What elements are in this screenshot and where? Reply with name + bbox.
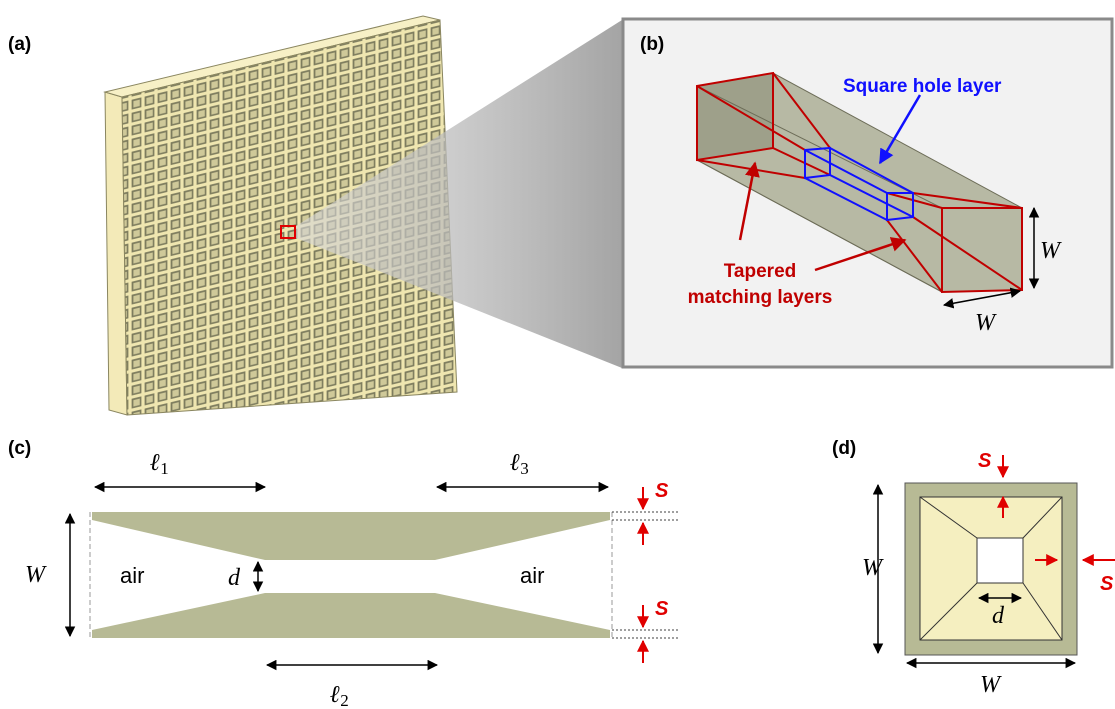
dimension-label: W [1040, 238, 1062, 264]
shape [942, 287, 1022, 309]
dimension-label: ℓ3 [510, 447, 529, 478]
panel-label: (c) [8, 438, 31, 459]
dimension-label: W [975, 310, 997, 336]
shape [696, 72, 774, 161]
shape [738, 161, 760, 241]
panel-c: (c) ℓ1 ℓ3 ℓ2 W d air air S S [8, 438, 680, 709]
shape [280, 225, 296, 239]
shape [64, 481, 610, 671]
shape [612, 511, 680, 639]
dimension-label: W [862, 555, 884, 581]
shape [89, 512, 613, 638]
dimension-label: W [25, 562, 47, 588]
panel-label: (d) [832, 438, 856, 459]
dimension-label: S [1100, 573, 1114, 595]
dimension-label: W [980, 672, 1002, 698]
panel-d: (d) W W d S S [832, 438, 1115, 698]
dimension-label: S [655, 480, 669, 502]
shape [878, 94, 922, 165]
shape [919, 496, 1063, 641]
text-part: ℓ [330, 679, 340, 708]
shape [92, 512, 610, 560]
shape [976, 537, 1024, 584]
region-label: air [120, 563, 144, 588]
dimension-label: S [978, 450, 992, 472]
shape [814, 237, 907, 272]
dimension-label: d [992, 603, 1005, 629]
dimension-label: ℓ2 [330, 679, 349, 709]
text-part: 2 [340, 691, 349, 709]
shape [804, 146, 914, 222]
panel-label: (b) [640, 34, 664, 55]
dimension-label: ℓ1 [150, 447, 169, 478]
shape [121, 19, 458, 416]
shape [997, 455, 1115, 566]
text-part: 1 [160, 459, 169, 478]
panel-label: (a) [8, 34, 31, 55]
region-label: air [520, 563, 544, 588]
shape [872, 483, 1077, 669]
annotation: matching layers [688, 287, 833, 308]
shape [804, 147, 914, 221]
dimension-label: S [655, 598, 669, 620]
text-part: ℓ [150, 447, 160, 476]
dimension-label: d [228, 565, 241, 591]
panel-b: Square hole layer Tapered matching layer… [621, 17, 1114, 369]
text-part: ℓ [510, 447, 520, 476]
annotation: Tapered [724, 261, 797, 282]
shape [92, 593, 610, 638]
annotation: Square hole layer [843, 76, 1002, 97]
shape [296, 20, 622, 368]
text-part: 3 [520, 459, 529, 478]
panel-a: (a) [8, 15, 622, 416]
